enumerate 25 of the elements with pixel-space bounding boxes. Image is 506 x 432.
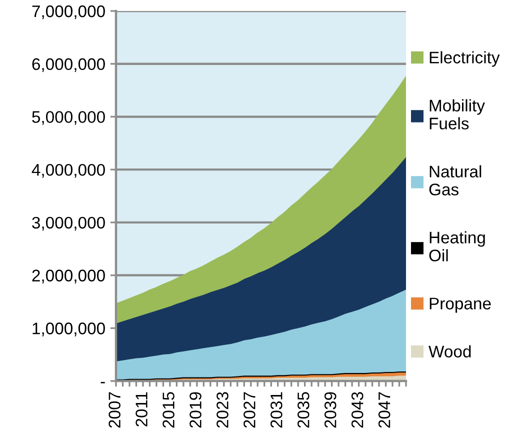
x-tick-label: 2007 (108, 392, 120, 428)
y-tick-label: 6,000,000 (32, 58, 105, 72)
y-tick-label: - (100, 382, 105, 384)
x-tick-label: 2035 (298, 392, 310, 428)
x-tick-label: 2023 (216, 392, 228, 428)
y-tick-label: 1,000,000 (32, 322, 105, 336)
x-tick-label: 2027 (244, 392, 256, 428)
y-tick-label: 7,000,000 (32, 5, 105, 20)
legend-label: Mobility Fuels (430, 99, 485, 130)
legend-label: Heating Oil (429, 231, 485, 262)
y-tick-label: 4,000,000 (32, 164, 105, 178)
x-tick-label: 2043 (351, 392, 364, 428)
x-tick-label: 2011 (136, 392, 148, 426)
legend-label: Electricity (430, 51, 500, 67)
legend-label: Wood (428, 345, 471, 358)
y-tick-label: 2,000,000 (32, 270, 105, 284)
x-tick-label: 2015 (162, 392, 174, 428)
x-tick-label: 2031 (270, 392, 282, 428)
y-tick-label: 3,000,000 (32, 216, 105, 231)
x-tick-label: 2039 (324, 392, 336, 428)
legend-label: Propane (430, 298, 491, 313)
y-tick-label: 5,000,000 (32, 111, 105, 125)
x-tick-label: 2047 (378, 392, 390, 428)
legend-label: Natural Gas (429, 165, 482, 196)
x-tick-label: 2019 (190, 392, 202, 428)
